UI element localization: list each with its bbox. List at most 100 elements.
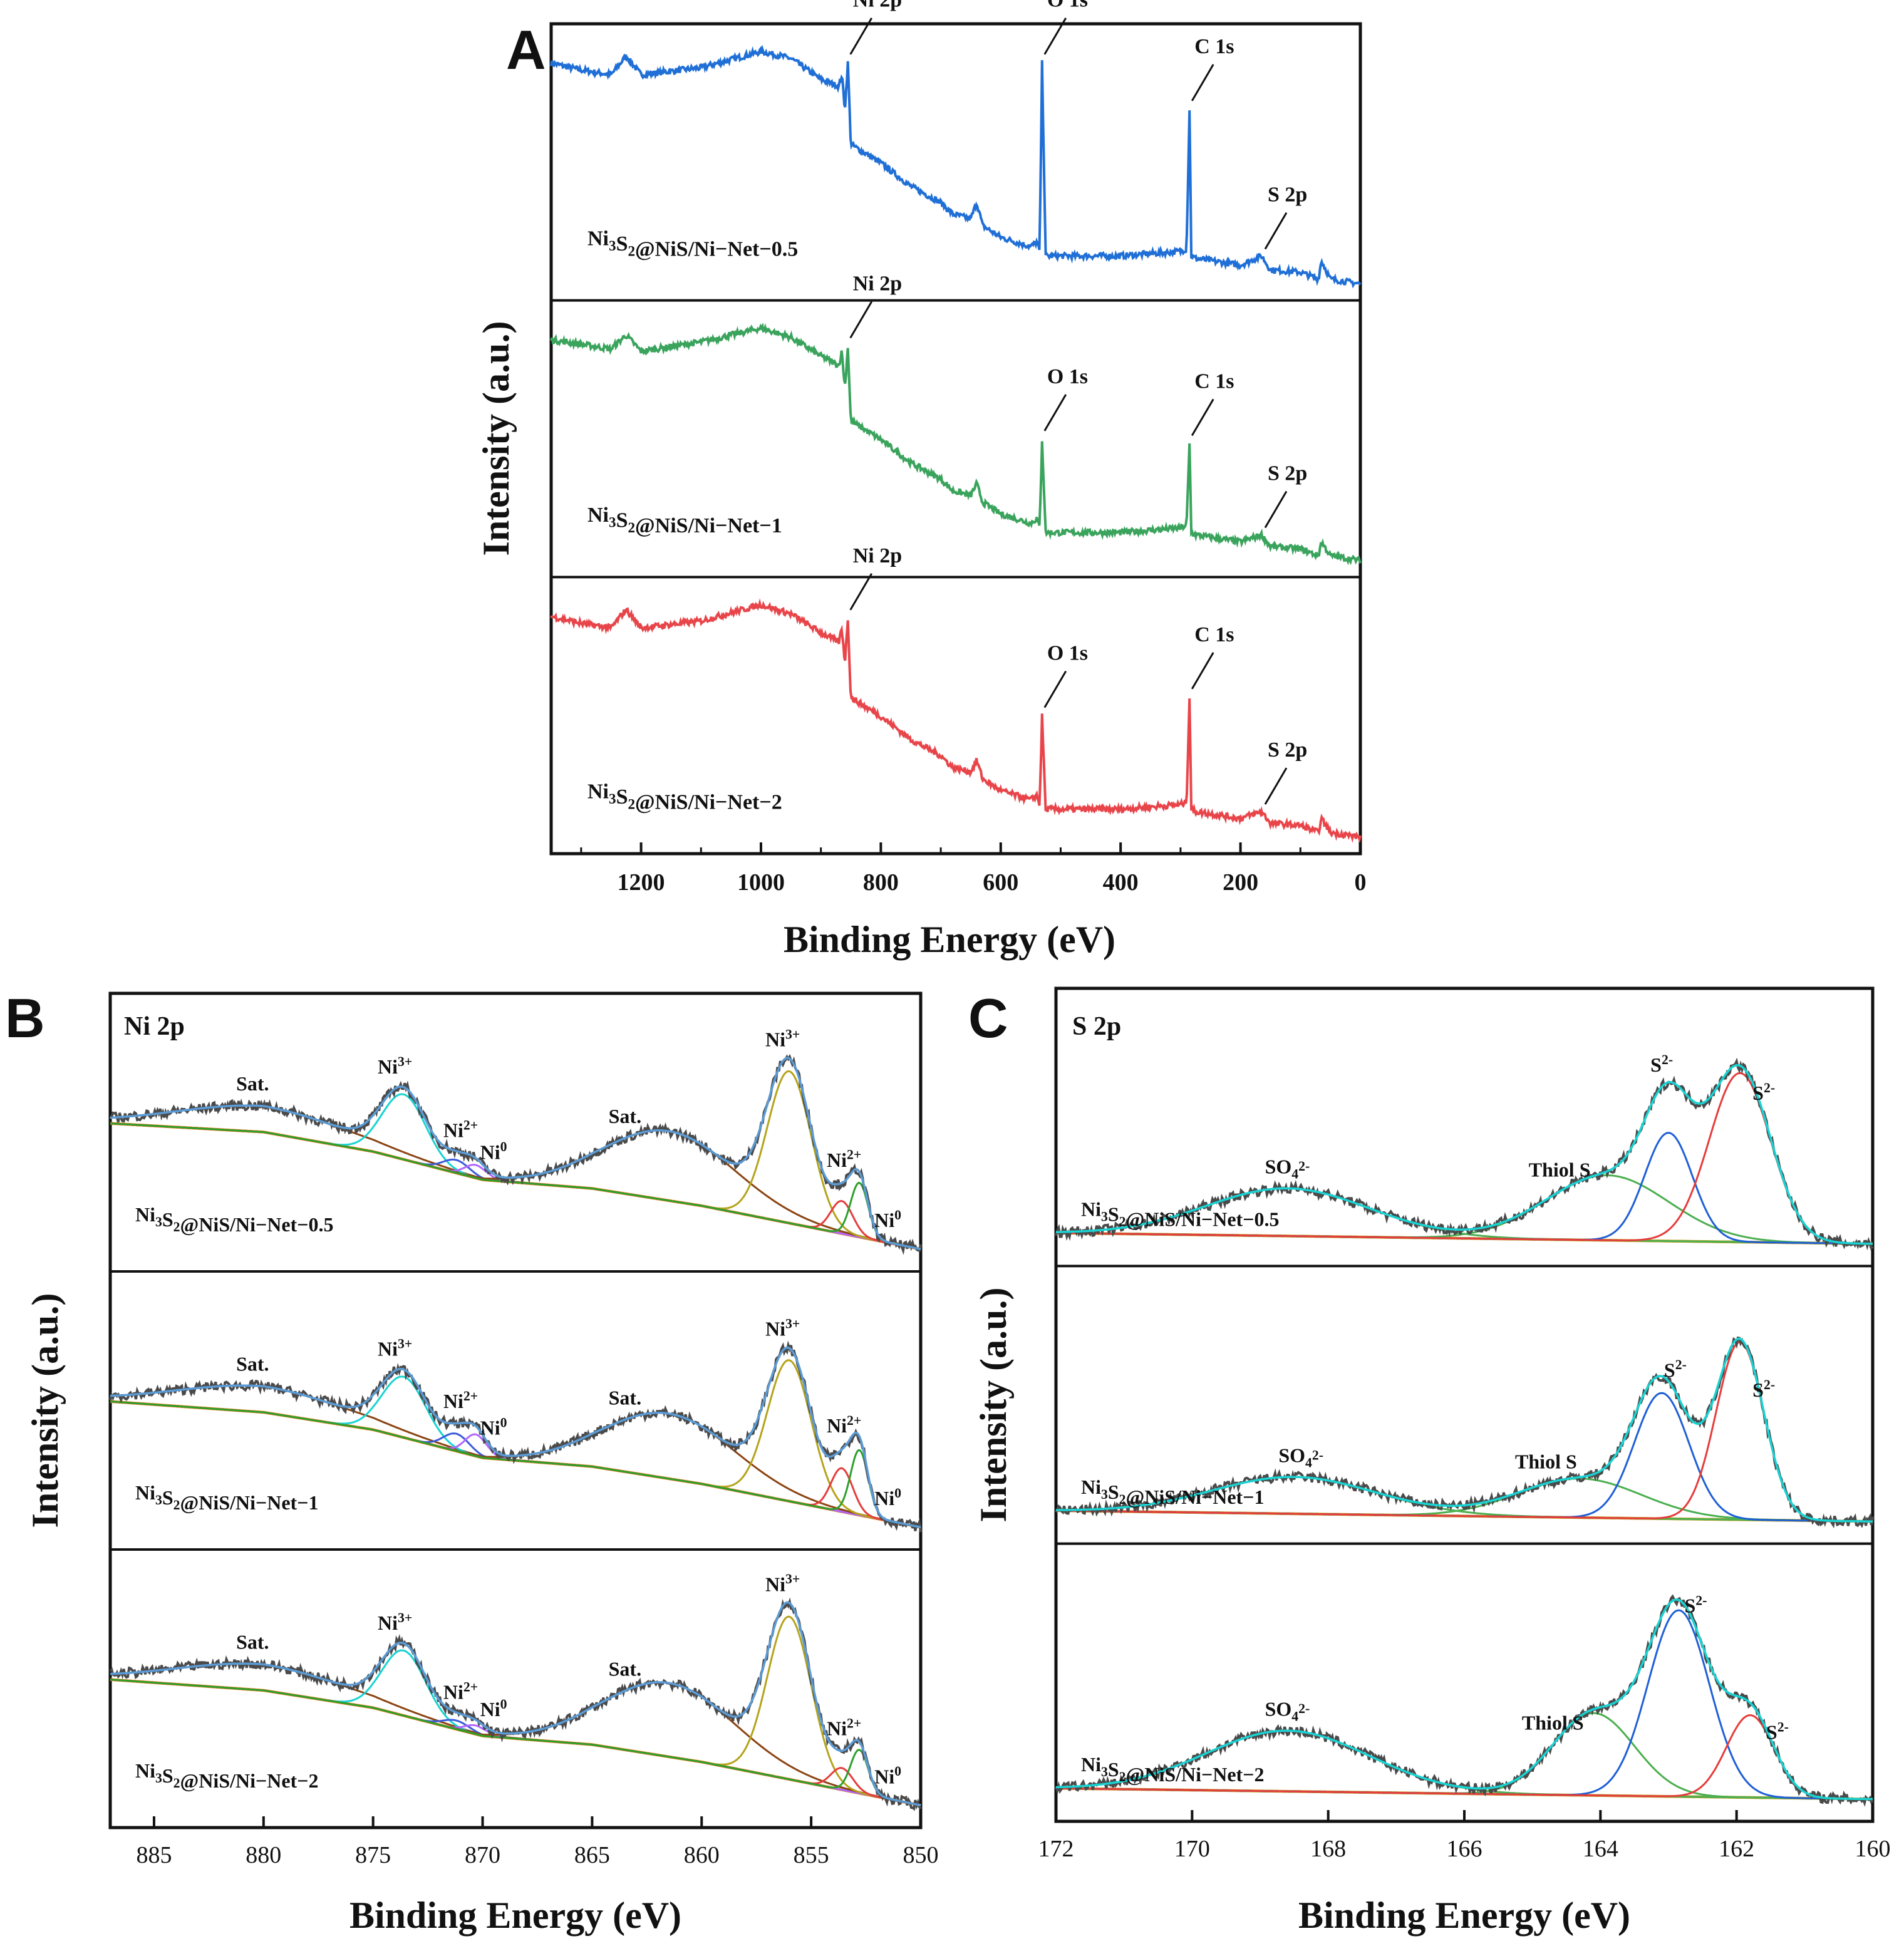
x-tick-label-b: 855 bbox=[794, 1842, 829, 1868]
survey-sample-label-part: 3 bbox=[609, 238, 616, 254]
survey-peak-label: C 1s bbox=[1194, 35, 1234, 58]
x-tick-label-a: 1000 bbox=[737, 869, 785, 896]
fit-peak-label-part: Sat. bbox=[236, 1072, 269, 1095]
x-tick-label-a: 1200 bbox=[618, 869, 665, 896]
fit-component-s2b bbox=[1055, 1714, 1873, 1800]
fit-sample-label-part: Ni bbox=[1081, 1476, 1101, 1498]
panel-c-letter: C bbox=[968, 987, 1008, 1049]
x-tick-label-c: 168 bbox=[1310, 1836, 1346, 1862]
fit-peak-label-part: 3+ bbox=[398, 1336, 412, 1351]
fit-peak-label: Ni0 bbox=[874, 1486, 901, 1509]
fit-peak-label-part: 2- bbox=[1764, 1080, 1775, 1095]
x-tick-label-a: 0 bbox=[1355, 869, 1367, 896]
panel-b-title: Ni 2p bbox=[124, 1012, 185, 1041]
fit-sample-label: Ni3S2@NiS/Ni−Net−0.5 bbox=[135, 1203, 333, 1236]
fit-envelope-b bbox=[110, 1346, 921, 1529]
fit-sample-label-part: Ni bbox=[135, 1203, 155, 1226]
x-tick-label-c: 162 bbox=[1719, 1836, 1754, 1862]
fit-sample-label-part: Ni bbox=[135, 1759, 155, 1782]
fit-peak-label-part: 2- bbox=[1695, 1593, 1707, 1608]
fit-peak-label: Sat. bbox=[236, 1072, 269, 1095]
fit-peak-label-part: Ni bbox=[480, 1141, 500, 1163]
fit-peak-label-part: Thiol S bbox=[1522, 1712, 1584, 1734]
x-tick-label-c: 170 bbox=[1174, 1836, 1210, 1862]
fit-peak-label-part: 2+ bbox=[847, 1715, 861, 1731]
survey-sample-label: Ni3S2@NiS/Ni−Net−1 bbox=[587, 504, 782, 537]
peak-leader-line bbox=[1264, 490, 1288, 529]
fit-peak-label-part: 2+ bbox=[463, 1680, 478, 1695]
panel-a-letter: A bbox=[506, 19, 546, 81]
peak-leader-line bbox=[1264, 212, 1288, 250]
survey-sample-label-part: 2 bbox=[628, 797, 635, 813]
survey-sample-label-part: 3 bbox=[609, 791, 616, 807]
fit-sample-label: Ni3S2@NiS/Ni−Net−2 bbox=[135, 1759, 318, 1792]
fit-peak-label-part: 2- bbox=[1298, 1159, 1310, 1174]
fit-peak-label-part: Ni bbox=[874, 1209, 894, 1231]
survey-sample-label-part: S bbox=[616, 232, 628, 256]
fit-sample-label-part: S bbox=[1108, 1481, 1119, 1503]
fit-sample-label-part: 2 bbox=[1119, 1492, 1126, 1507]
fit-peak-label-part: SO bbox=[1265, 1697, 1292, 1720]
survey-peak-label: O 1s bbox=[1047, 365, 1088, 388]
x-tick-label-a: 800 bbox=[863, 869, 899, 896]
survey-sample-label-part: S bbox=[616, 509, 628, 532]
survey-peak-label: Ni 2p bbox=[853, 0, 902, 12]
fit-sample-label: Ni3S2@NiS/Ni−Net−2 bbox=[1081, 1753, 1264, 1786]
x-tick-label-c: 166 bbox=[1447, 1836, 1482, 1862]
fit-peak-label: Ni0 bbox=[480, 1415, 507, 1439]
fit-sample-label-part: @NiS/Ni−Net−2 bbox=[180, 1769, 319, 1792]
fit-peak-label: S2- bbox=[1650, 1052, 1673, 1076]
fit-peak-label-part: Ni bbox=[765, 1573, 785, 1595]
fit-peak-label-part: Sat. bbox=[609, 1658, 641, 1680]
peak-leader-line bbox=[1043, 670, 1067, 708]
fit-peak-label-part: S bbox=[1650, 1053, 1662, 1076]
survey-sample-label-part: @NiS/Ni−Net−2 bbox=[635, 791, 782, 814]
fit-peak-label-part: Ni bbox=[443, 1681, 463, 1704]
fit-peak-label-part: 3+ bbox=[398, 1054, 412, 1069]
survey-sample-label-part: 3 bbox=[609, 515, 616, 531]
fit-peak-label-part: Thiol S bbox=[1515, 1450, 1577, 1472]
fit-peak-label: SO42- bbox=[1278, 1444, 1323, 1471]
fit-component-ni0_sharp bbox=[110, 1122, 921, 1250]
survey-peak-label: C 1s bbox=[1194, 370, 1234, 393]
survey-line-1 bbox=[550, 323, 1362, 566]
x-tick-label-b: 875 bbox=[355, 1842, 391, 1868]
fit-sample-label-part: @NiS/Ni−Net−1 bbox=[180, 1491, 319, 1514]
fit-peak-label-part: Ni bbox=[378, 1612, 398, 1634]
peak-leader-line bbox=[1191, 652, 1214, 690]
fit-peak-label-part: 2- bbox=[1312, 1447, 1323, 1462]
fit-envelope-b bbox=[110, 1601, 921, 1807]
survey-sample-label-part: Ni bbox=[587, 227, 609, 250]
peak-leader-line bbox=[1264, 767, 1288, 805]
y-axis-title-b: Intensity (a.u.) bbox=[24, 1293, 66, 1528]
fit-peak-label-part: 2- bbox=[1777, 1719, 1789, 1734]
fit-peak-label-part: 0 bbox=[894, 1486, 901, 1501]
fit-peak-label-part: 0 bbox=[894, 1208, 901, 1223]
fit-sample-label-part: S bbox=[162, 1764, 173, 1787]
fit-peak-label-part: S bbox=[1664, 1358, 1675, 1381]
survey-sample-label-part: @NiS/Ni−Net−0.5 bbox=[635, 237, 798, 261]
x-tick-label-a: 400 bbox=[1103, 869, 1139, 896]
fit-peak-label-part: 2+ bbox=[463, 1117, 478, 1132]
fit-peak-label: S2- bbox=[1752, 1080, 1775, 1104]
fit-peak-label-part: 2- bbox=[1662, 1052, 1673, 1067]
fit-peak-label-part: 0 bbox=[894, 1764, 901, 1779]
fit-peak-label-part: 0 bbox=[500, 1415, 507, 1430]
survey-sample-label-part: Ni bbox=[587, 504, 609, 527]
fit-sample-label: Ni3S2@NiS/Ni−Net−1 bbox=[1081, 1476, 1264, 1508]
fit-peak-label: Ni3+ bbox=[765, 1027, 800, 1050]
fit-sample-label-part: Ni bbox=[1081, 1753, 1101, 1776]
fit-peak-label: S2- bbox=[1664, 1357, 1687, 1381]
fit-peak-label: Sat. bbox=[609, 1105, 641, 1127]
fit-peak-label: Sat. bbox=[609, 1658, 641, 1680]
fit-component-ni0_sharp bbox=[110, 1400, 921, 1528]
fit-peak-label-part: Ni bbox=[378, 1338, 398, 1360]
fit-peak-label: Ni0 bbox=[874, 1208, 901, 1231]
x-axis-title-a: Binding Energy (eV) bbox=[784, 919, 1115, 960]
fit-sample-label-part: 2 bbox=[173, 1219, 180, 1234]
survey-sample-label-part: 2 bbox=[628, 520, 635, 536]
x-tick-label-b: 850 bbox=[903, 1842, 939, 1868]
panel-c-frame bbox=[1054, 986, 1875, 1823]
x-tick-label-a: 200 bbox=[1223, 869, 1258, 896]
